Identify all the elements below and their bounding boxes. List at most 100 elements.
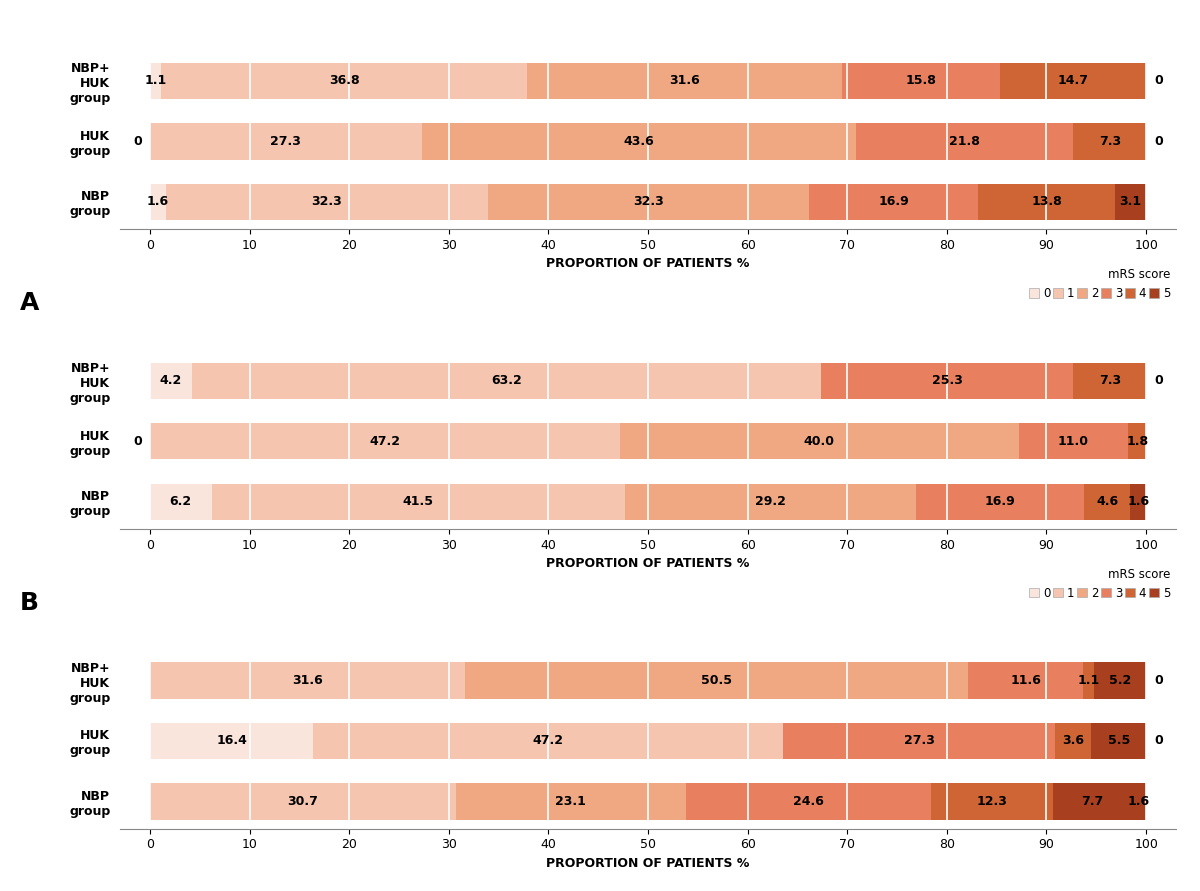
- Text: 1.6: 1.6: [1127, 495, 1150, 508]
- Text: 29.2: 29.2: [755, 495, 786, 508]
- Bar: [150, 123, 422, 159]
- Text: 0: 0: [1154, 674, 1163, 687]
- Text: B: B: [19, 591, 38, 615]
- Text: 0: 0: [1154, 135, 1163, 148]
- Text: 0: 0: [1154, 75, 1163, 87]
- X-axis label: PROPORTION OF PATIENTS %: PROPORTION OF PATIENTS %: [546, 557, 750, 570]
- Bar: [809, 184, 978, 220]
- Text: 23.1: 23.1: [556, 795, 587, 808]
- Bar: [422, 123, 857, 159]
- Bar: [1056, 723, 1091, 759]
- Text: 5.2: 5.2: [1109, 674, 1132, 687]
- Bar: [857, 123, 1073, 159]
- Text: 7.7: 7.7: [1081, 795, 1103, 808]
- Text: 36.8: 36.8: [329, 75, 360, 87]
- Bar: [150, 423, 620, 460]
- Text: 5.5: 5.5: [1108, 734, 1130, 748]
- Bar: [686, 783, 931, 820]
- Text: 27.3: 27.3: [270, 135, 301, 148]
- Text: 25.3: 25.3: [932, 374, 962, 388]
- Text: 4.6: 4.6: [1096, 495, 1118, 508]
- Text: 32.3: 32.3: [311, 195, 342, 208]
- Text: 11.0: 11.0: [1058, 435, 1088, 447]
- Text: 27.3: 27.3: [904, 734, 935, 748]
- Text: 13.8: 13.8: [1031, 195, 1062, 208]
- Bar: [150, 363, 192, 399]
- Bar: [1054, 783, 1130, 820]
- Bar: [620, 423, 1019, 460]
- Text: 12.3: 12.3: [977, 795, 1008, 808]
- Bar: [150, 484, 211, 519]
- X-axis label: PROPORTION OF PATIENTS %: PROPORTION OF PATIENTS %: [546, 857, 750, 870]
- Text: 6.2: 6.2: [169, 495, 192, 508]
- Bar: [1000, 63, 1146, 99]
- Legend: 0, 1, 2, 3, 4, 5: 0, 1, 2, 3, 4, 5: [1028, 268, 1170, 299]
- Bar: [192, 363, 821, 399]
- Bar: [487, 184, 809, 220]
- Bar: [842, 63, 1000, 99]
- Text: 0: 0: [133, 135, 142, 148]
- Text: 47.2: 47.2: [370, 435, 401, 447]
- Bar: [166, 184, 487, 220]
- Text: 31.6: 31.6: [292, 674, 323, 687]
- Text: 47.2: 47.2: [533, 734, 564, 748]
- Text: 0: 0: [133, 435, 142, 447]
- Bar: [211, 484, 625, 519]
- Text: 16.9: 16.9: [878, 195, 908, 208]
- Bar: [1084, 662, 1094, 699]
- Text: A: A: [19, 291, 40, 315]
- Bar: [150, 184, 166, 220]
- Text: 0: 0: [1154, 374, 1163, 388]
- Text: 32.3: 32.3: [634, 195, 664, 208]
- Bar: [456, 783, 686, 820]
- Text: 1.6: 1.6: [146, 195, 169, 208]
- Text: 16.4: 16.4: [216, 734, 247, 748]
- Bar: [1130, 783, 1146, 820]
- Text: 14.7: 14.7: [1057, 75, 1088, 87]
- Bar: [1085, 484, 1130, 519]
- Text: 1.1: 1.1: [1078, 674, 1100, 687]
- Bar: [528, 63, 842, 99]
- Bar: [1073, 123, 1146, 159]
- Bar: [1019, 423, 1128, 460]
- Text: 16.9: 16.9: [985, 495, 1015, 508]
- Text: 1.8: 1.8: [1126, 435, 1148, 447]
- Bar: [916, 484, 1085, 519]
- Text: 3.1: 3.1: [1120, 195, 1141, 208]
- Text: 50.5: 50.5: [701, 674, 732, 687]
- Text: 11.6: 11.6: [1010, 674, 1042, 687]
- Text: 15.8: 15.8: [906, 75, 936, 87]
- Text: 4.2: 4.2: [160, 374, 182, 388]
- Text: 1.1: 1.1: [144, 75, 167, 87]
- Bar: [931, 783, 1054, 820]
- Bar: [967, 662, 1084, 699]
- Bar: [313, 723, 784, 759]
- Bar: [978, 184, 1115, 220]
- Bar: [625, 484, 916, 519]
- Bar: [1094, 662, 1146, 699]
- Text: 3.6: 3.6: [1062, 734, 1085, 748]
- Bar: [150, 662, 464, 699]
- Text: 0: 0: [1154, 734, 1163, 748]
- Text: 43.6: 43.6: [624, 135, 654, 148]
- Text: 7.3: 7.3: [1099, 374, 1121, 388]
- Text: 40.0: 40.0: [804, 435, 835, 447]
- Legend: 0, 1, 2, 3, 4, 5: 0, 1, 2, 3, 4, 5: [1028, 568, 1170, 600]
- Bar: [1115, 184, 1146, 220]
- Text: 21.8: 21.8: [949, 135, 980, 148]
- Bar: [150, 723, 313, 759]
- Text: 1.6: 1.6: [1127, 795, 1150, 808]
- Text: 63.2: 63.2: [491, 374, 522, 388]
- Bar: [150, 63, 161, 99]
- Bar: [464, 662, 967, 699]
- Bar: [1128, 423, 1146, 460]
- X-axis label: PROPORTION OF PATIENTS %: PROPORTION OF PATIENTS %: [546, 257, 750, 270]
- Text: 7.3: 7.3: [1099, 135, 1121, 148]
- Bar: [784, 723, 1056, 759]
- Bar: [1130, 484, 1146, 519]
- Bar: [1091, 723, 1146, 759]
- Text: 41.5: 41.5: [403, 495, 434, 508]
- Text: 24.6: 24.6: [793, 795, 824, 808]
- Bar: [1073, 363, 1146, 399]
- Bar: [161, 63, 528, 99]
